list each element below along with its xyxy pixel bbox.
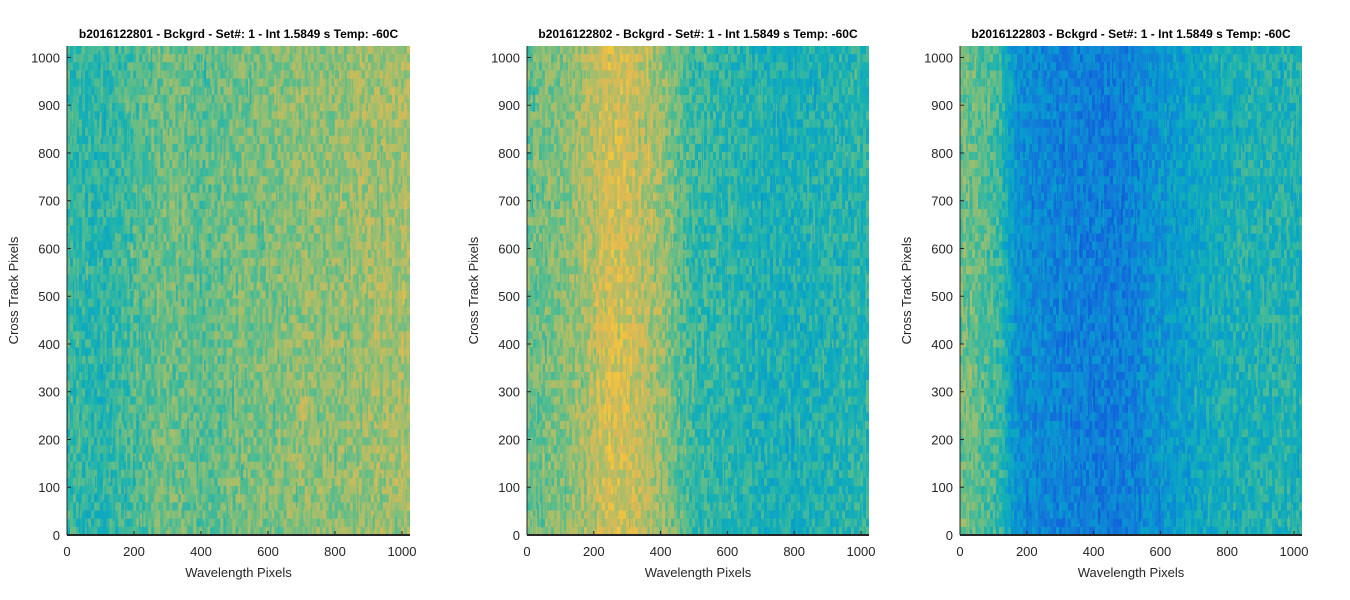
y-tick-label: 800 (931, 146, 953, 161)
y-tick-label: 900 (931, 98, 953, 113)
y-axis-label: Cross Track Pixels (899, 236, 914, 344)
y-tick-label: 200 (931, 432, 953, 447)
y-tick-label: 300 (38, 385, 60, 400)
heatmap-image (960, 46, 1302, 535)
y-tick-label: 200 (38, 432, 60, 447)
heatmap-image (527, 46, 869, 535)
y-tick-label: 1000 (924, 50, 953, 65)
y-tick-label: 0 (53, 528, 60, 543)
x-tick-label: 200 (1016, 544, 1038, 559)
y-tick-label: 500 (498, 289, 520, 304)
x-tick-label: 600 (257, 544, 279, 559)
x-tick-label: 0 (63, 544, 70, 559)
y-tick-label: 0 (946, 528, 953, 543)
x-tick-label: 0 (523, 544, 530, 559)
y-tick-label: 0 (513, 528, 520, 543)
x-tick-label: 800 (324, 544, 346, 559)
y-tick-label: 800 (498, 146, 520, 161)
y-tick-label: 500 (931, 289, 953, 304)
x-tick-label: 800 (783, 544, 805, 559)
y-axis-label: Cross Track Pixels (466, 236, 481, 344)
chart-title: b2016122803 - Bckgrd - Set#: 1 - Int 1.5… (971, 27, 1291, 41)
x-tick-label: 1000 (388, 544, 417, 559)
y-tick-label: 700 (931, 194, 953, 209)
x-tick-label: 400 (1083, 544, 1105, 559)
x-axis-label: Wavelength Pixels (1078, 565, 1185, 580)
y-tick-label: 700 (38, 194, 60, 209)
x-tick-label: 200 (123, 544, 145, 559)
y-tick-label: 100 (498, 480, 520, 495)
y-tick-label: 800 (38, 146, 60, 161)
y-tick-label: 400 (931, 337, 953, 352)
x-tick-label: 200 (583, 544, 605, 559)
y-tick-label: 400 (38, 337, 60, 352)
y-tick-label: 400 (498, 337, 520, 352)
heatmap-panel-1: 0 200 400 600 800 1000 0 100 200 300 400 500 600 700 8… (6, 27, 416, 580)
chart-title: b2016122802 - Bckgrd - Set#: 1 - Int 1.5… (538, 27, 858, 41)
x-tick-label: 600 (717, 544, 739, 559)
heatmap-panel-2: 0 200 400 600 800 1000 0 100 200 300 400 500 600 700 8… (466, 27, 875, 580)
chart-title: b2016122801 - Bckgrd - Set#: 1 - Int 1.5… (79, 27, 399, 41)
y-tick-label: 900 (38, 98, 60, 113)
y-tick-label: 200 (498, 432, 520, 447)
x-tick-label: 400 (190, 544, 212, 559)
y-tick-label: 700 (498, 194, 520, 209)
y-tick-label: 100 (931, 480, 953, 495)
y-tick-label: 600 (498, 241, 520, 256)
x-tick-label: 800 (1216, 544, 1238, 559)
y-axis-label: Cross Track Pixels (6, 236, 21, 344)
y-tick-label: 300 (931, 385, 953, 400)
heatmap-panel-3: 0 200 400 600 800 1000 0 100 200 300 400 500 600 700 8… (899, 27, 1308, 580)
x-tick-label: 0 (956, 544, 963, 559)
y-tick-label: 600 (38, 241, 60, 256)
x-tick-label: 1000 (847, 544, 876, 559)
y-tick-label: 600 (931, 241, 953, 256)
x-axis-label: Wavelength Pixels (185, 565, 292, 580)
y-tick-label: 100 (38, 480, 60, 495)
y-tick-label: 1000 (31, 50, 60, 65)
x-tick-label: 600 (1150, 544, 1172, 559)
x-axis-label: Wavelength Pixels (645, 565, 752, 580)
x-tick-label: 400 (650, 544, 672, 559)
y-tick-label: 900 (498, 98, 520, 113)
y-tick-label: 300 (498, 385, 520, 400)
y-tick-label: 1000 (491, 50, 520, 65)
heatmap-image (67, 46, 410, 535)
x-tick-label: 1000 (1280, 544, 1309, 559)
y-tick-label: 500 (38, 289, 60, 304)
